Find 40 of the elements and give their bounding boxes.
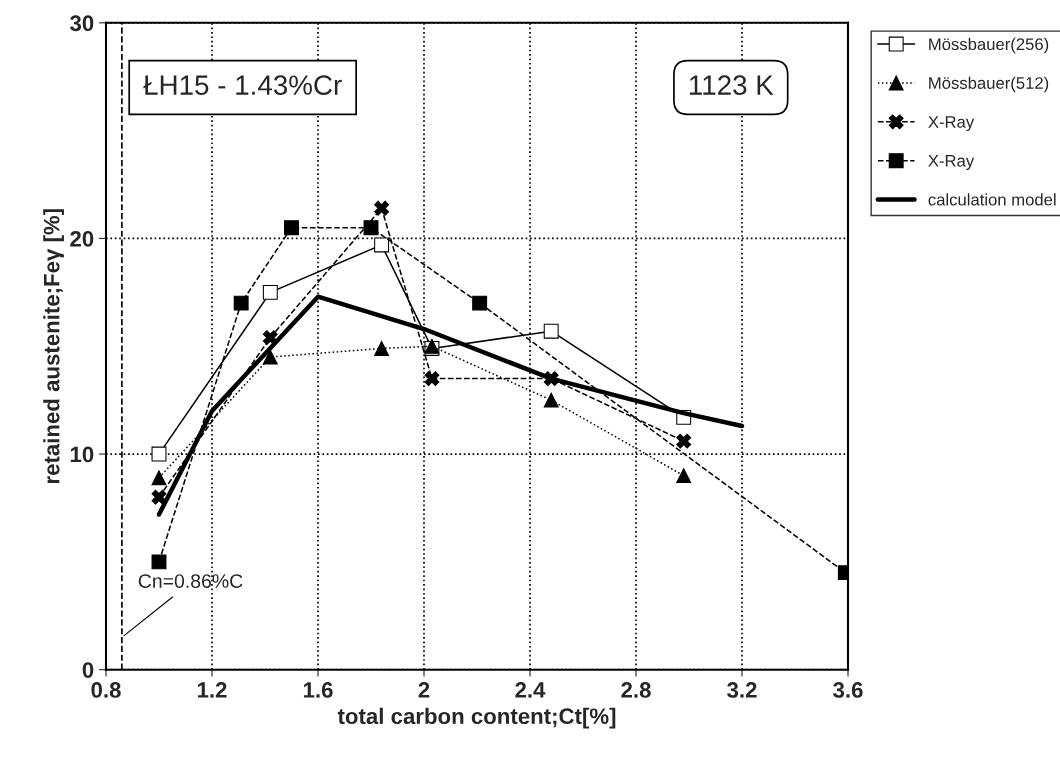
x-tick-label: 1.2 xyxy=(197,682,227,698)
annotation: ŁH15 - 1.43%Cr xyxy=(143,75,342,95)
point xyxy=(262,349,278,365)
point xyxy=(676,468,692,484)
point xyxy=(424,371,440,387)
point xyxy=(262,284,278,300)
x-tick-label: 2.4 xyxy=(515,682,546,698)
point xyxy=(676,433,692,449)
y-tick-label: 10 xyxy=(70,446,94,463)
point xyxy=(374,340,390,356)
x-tick-label: 3.2 xyxy=(727,682,757,698)
ref-line-label: Cn=0.86%C xyxy=(138,574,243,588)
annotation: 1123 K xyxy=(689,75,774,95)
y-tick-label: 0 xyxy=(82,662,94,678)
point xyxy=(284,220,299,236)
y-tick-label: 20 xyxy=(70,230,94,247)
point xyxy=(374,200,390,216)
x-tick-label: 2.8 xyxy=(621,682,651,698)
x-tick-label: 2 xyxy=(418,682,430,698)
point xyxy=(151,470,167,486)
point xyxy=(151,446,167,462)
y-axis-title: retained austenite;Feγ [%] xyxy=(43,209,64,484)
legend-label: calculation model xyxy=(928,193,1056,206)
x-tick-label: 1.6 xyxy=(303,682,333,698)
point xyxy=(472,295,488,311)
point xyxy=(151,554,167,570)
legend-label: Mössbauer(256) xyxy=(929,37,1049,54)
x-axis-title: total carbon content;Ct[%] xyxy=(337,707,616,729)
legend-label: Mössbauer(512) xyxy=(929,76,1049,93)
y-tick-label: 30 xyxy=(69,15,94,32)
legend-label: X-Ray xyxy=(928,155,975,170)
x-tick-label: 3.6 xyxy=(833,682,863,698)
point xyxy=(543,323,559,339)
legend-label: X-Ray xyxy=(928,116,975,132)
point xyxy=(151,489,167,505)
point xyxy=(374,237,390,253)
point xyxy=(363,220,379,236)
point xyxy=(543,392,559,408)
x-tick-label: 0.8 xyxy=(91,682,121,698)
point xyxy=(233,295,249,311)
